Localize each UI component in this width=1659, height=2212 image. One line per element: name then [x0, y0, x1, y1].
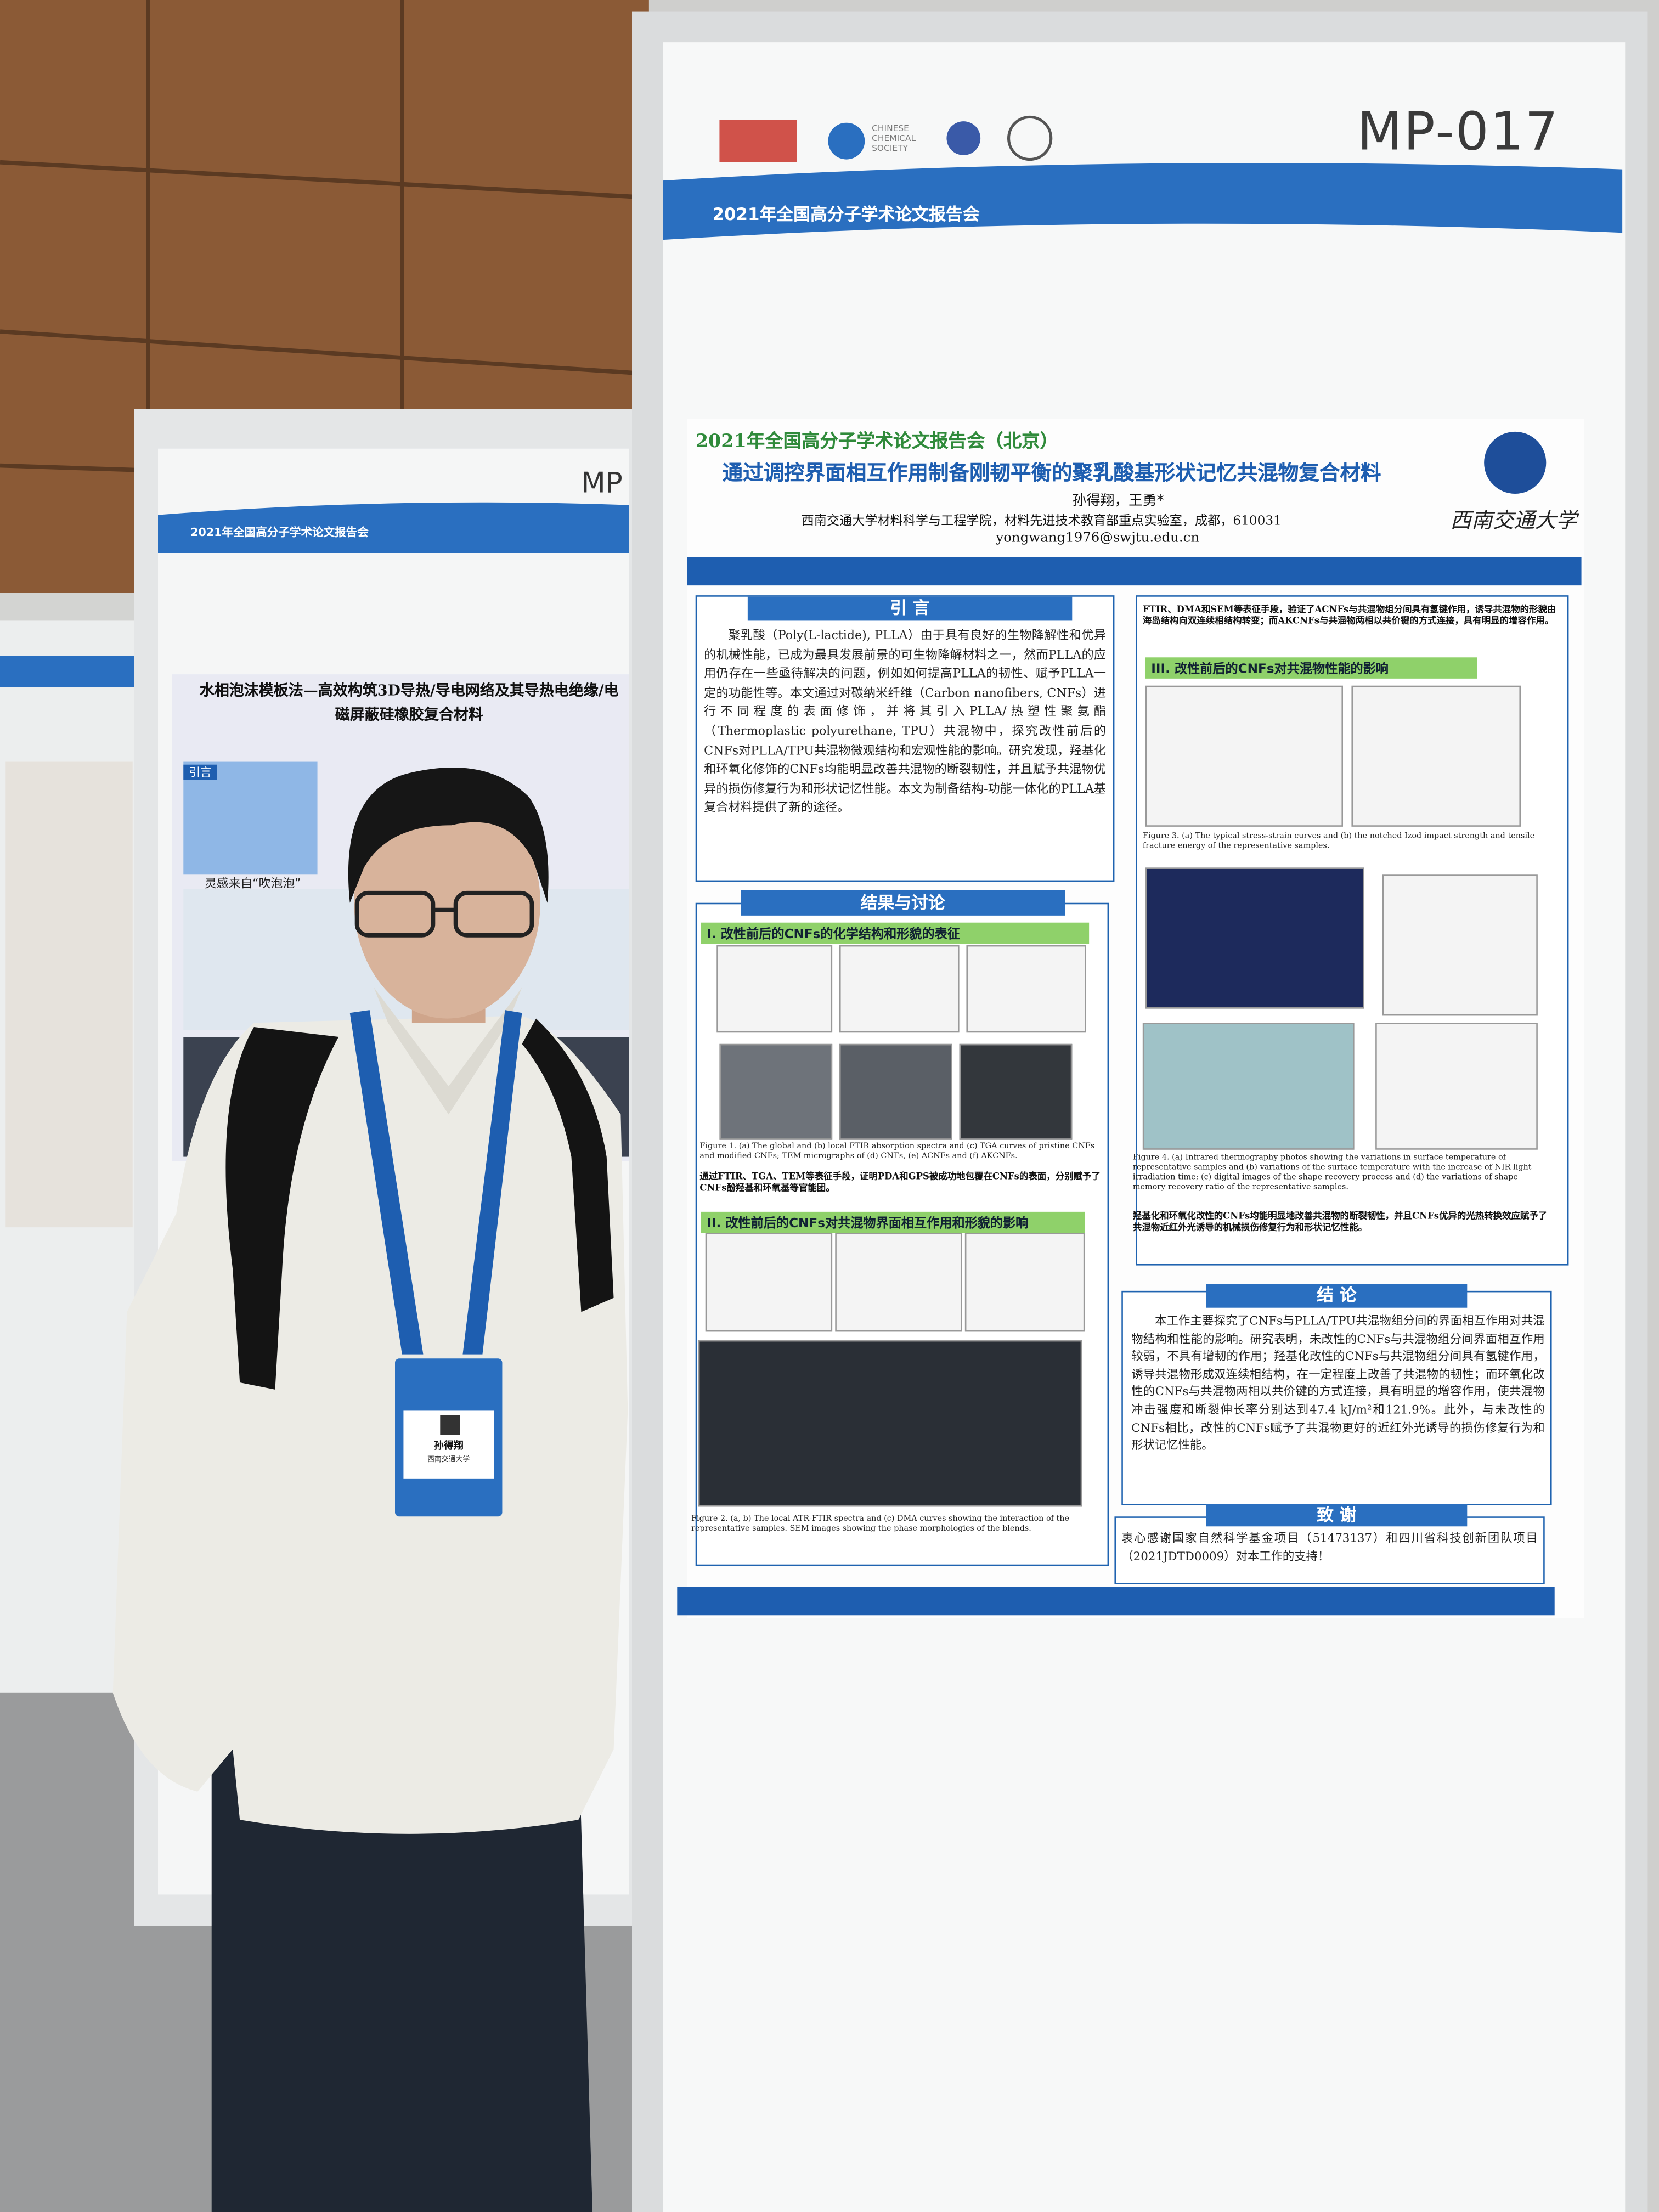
figure-panel [1351, 685, 1521, 827]
intro-box: 聚乳酸（Poly(L-lactide), PLLA）由于具有良好的生物降解性和优… [695, 595, 1115, 882]
figure-panel [1383, 874, 1538, 1016]
left-board-banner-band [158, 502, 629, 553]
far-left-poster [5, 761, 133, 1228]
logo [946, 121, 981, 155]
poster-email: yongwang1976@swjtu.edu.cn [996, 530, 1200, 546]
main-banner-band [663, 163, 1623, 240]
badge-name: 孙得翔 [433, 1440, 464, 1452]
figure-panel [966, 945, 1086, 1033]
acknowledgement-heading: 致 谢 [1206, 1504, 1468, 1527]
qr-code [440, 1415, 460, 1435]
intro-text: 聚乳酸（Poly(L-lactide), PLLA）由于具有良好的生物降解性和优… [704, 629, 1106, 816]
trousers [211, 1728, 592, 2212]
logo [1007, 115, 1053, 161]
figure-panel [839, 945, 960, 1033]
left-poster-title: 水相泡沫模板法—高效构筑3D导热/导电网络及其导热电绝缘/电磁屏蔽硅橡胶复合材料 [199, 682, 619, 724]
acknowledgement-text: 衷心感谢国家自然科学基金项目（51473137）和四川省科技创新团队项目（202… [1121, 1531, 1538, 1563]
lanyard [349, 1010, 424, 1355]
figure-caption: Figure 4. (a) Infrared thermography phot… [1132, 1154, 1532, 1192]
left-poster-image [183, 761, 318, 875]
glasses [453, 890, 534, 938]
results-heading: 结果与讨论 [741, 890, 1065, 916]
sub-heading: II. 改性前后的CNFs对共混物界面相互作用和形貌的影响 [701, 1211, 1085, 1233]
conclusion-text: 本工作主要探究了CNFs与PLLA/TPU共混物组分间的界面相互作用对共混物结构… [1131, 1313, 1545, 1452]
figure-panel [1146, 685, 1343, 827]
figure-panel [964, 1233, 1085, 1332]
figure-panel [1375, 1023, 1538, 1150]
figure-note: 通过FTIR、TGA、TEM等表征手段，证明PDA和GPS被成功地包覆在CNFs… [699, 1171, 1101, 1194]
face [354, 787, 540, 1019]
sub-heading: I. 改性前后的CNFs的化学结构和形貌的表征 [701, 922, 1090, 944]
figure-note: FTIR、DMA和SEM等表征手段，验证了ACNFs与共混物组分间具有氢键作用，… [1142, 603, 1556, 627]
poster-title: 通过调控界面相互作用制备刚韧平衡的聚乳酸基形状记忆共混物复合材料 [722, 461, 1381, 486]
figure-panel [1142, 1023, 1355, 1150]
poster-header: 2021年全国高分子学术论文报告会（北京） [695, 431, 1059, 453]
left-poster-heading: 引言 [183, 764, 217, 780]
logo [828, 122, 865, 160]
intro-heading: 引 言 [747, 596, 1073, 621]
far-left-banner [0, 656, 136, 687]
sem-images [698, 1340, 1082, 1507]
logo [719, 120, 797, 162]
lanyard [462, 1010, 522, 1355]
banner-text: 2021年全国高分子学术论文报告会 [712, 204, 980, 224]
figure-panel [1146, 867, 1364, 1009]
glasses [354, 890, 436, 938]
figure-panel [716, 945, 833, 1033]
conclusion-heading: 结 论 [1206, 1284, 1468, 1308]
figure-panel [719, 1043, 833, 1140]
acknowledgement-box: 衷心感谢国家自然科学基金项目（51473137）和四川省科技创新团队项目（202… [1114, 1516, 1545, 1584]
left-banner-text: 2021年全国高分子学术论文报告会 [190, 526, 369, 539]
figure-note: 羟基化和环氧化改性的CNFs均能明显地改善共混物的断裂韧性，并且CNFs优异的光… [1132, 1210, 1548, 1234]
university-logo [1484, 431, 1547, 494]
figure-panel [705, 1233, 833, 1332]
figure-panel [959, 1043, 1073, 1140]
figure-panel [839, 1043, 952, 1140]
poster-affiliation: 西南交通大学材料科学与工程学院，材料先进技术教育部重点实验室，成都，610031 [801, 515, 1282, 529]
poster-bottom-bar [677, 1587, 1555, 1616]
left-poster-caption: 灵感来自“吹泡泡” [204, 877, 301, 892]
sub-heading: III. 改性前后的CNFs对共混物性能的影响 [1146, 657, 1477, 679]
collar [374, 988, 522, 1115]
board-number: MP-017 [1357, 101, 1560, 162]
poster-authors: 孙得翔，王勇* [1072, 494, 1164, 510]
badge-org: 西南交通大学 [427, 1455, 470, 1465]
figure-panel [835, 1233, 962, 1332]
backpack-strap [522, 1018, 614, 1312]
conclusion-box: 本工作主要探究了CNFs与PLLA/TPU共混物组分间的界面相互作用对共混物结构… [1121, 1290, 1552, 1505]
figure-caption: Figure 1. (a) The global and (b) local F… [699, 1142, 1095, 1161]
figure-caption: Figure 3. (a) The typical stress-strain … [1142, 832, 1535, 851]
left-board-number: MP [581, 465, 623, 500]
hair [348, 768, 549, 903]
society-name: CHINESE CHEMICAL SOCIETY [872, 124, 916, 154]
backpack-strap [225, 1027, 339, 1390]
poster-top-bar [687, 557, 1582, 586]
university-name: 西南交通大学 [1450, 507, 1577, 533]
figure-caption: Figure 2. (a, b) The local ATR-FTIR spec… [691, 1515, 1070, 1534]
